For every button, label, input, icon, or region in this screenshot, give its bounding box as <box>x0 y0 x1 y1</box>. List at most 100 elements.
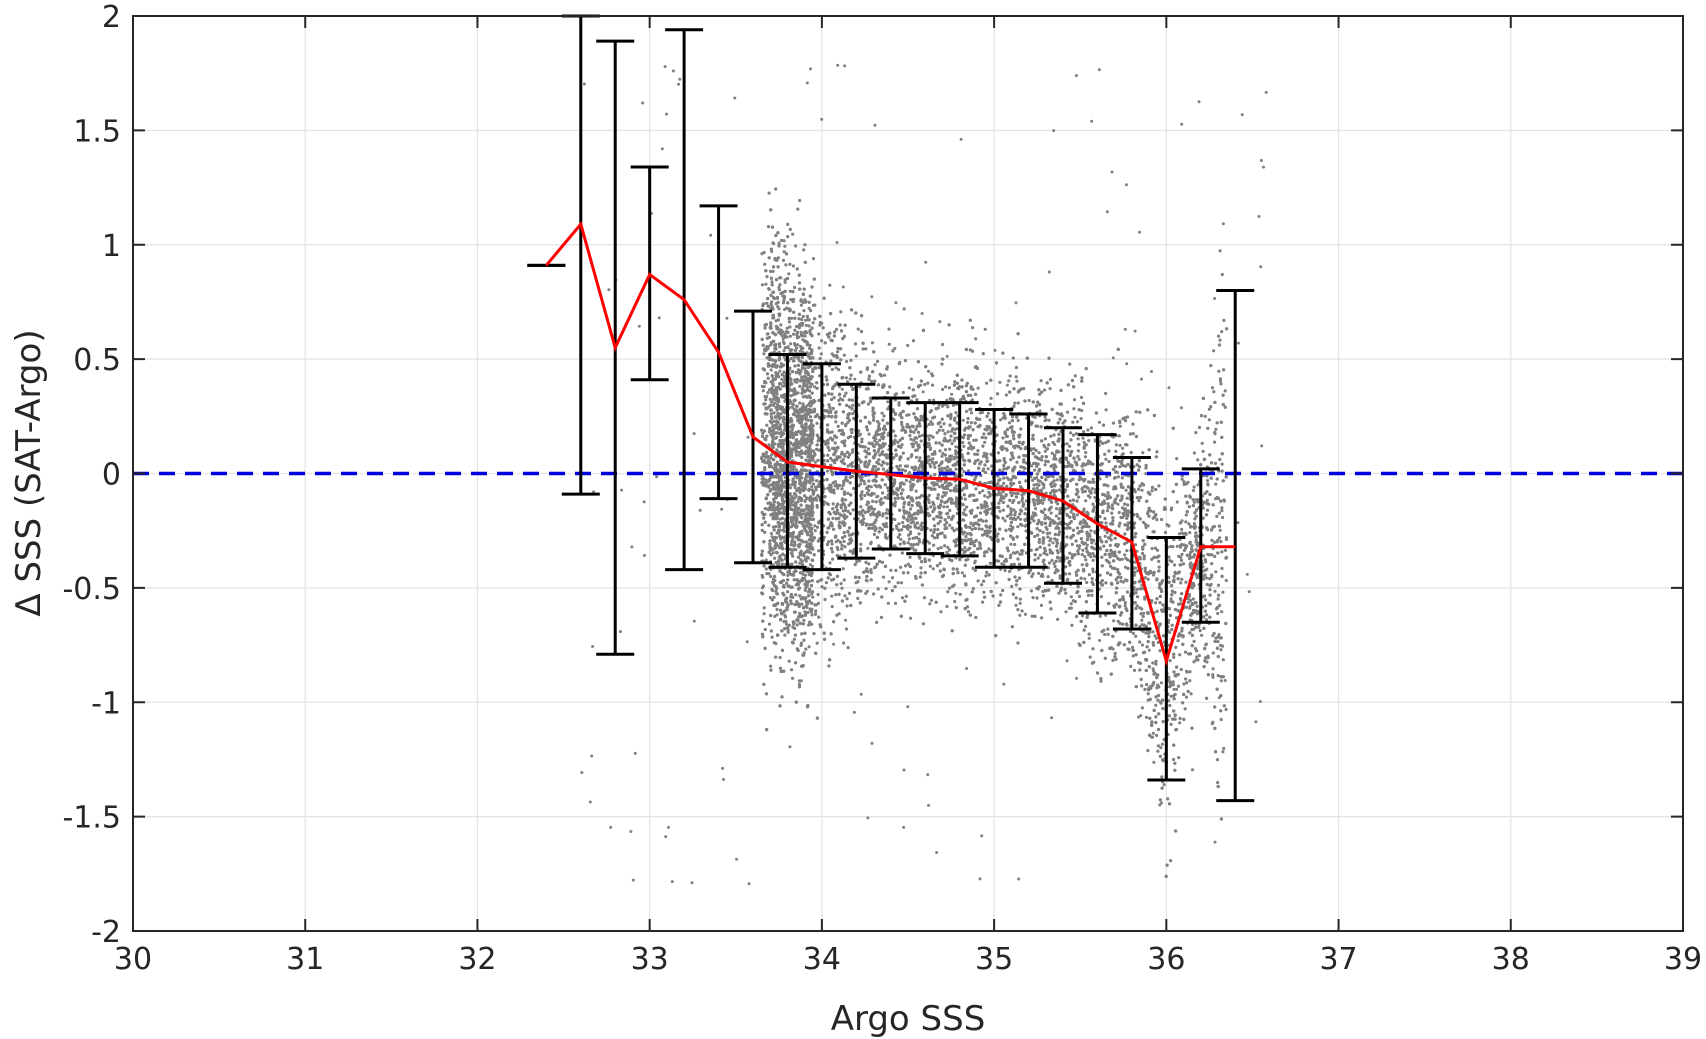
scatter-point <box>1002 481 1006 485</box>
scatter-point <box>1159 681 1163 685</box>
scatter-point <box>1069 431 1073 435</box>
scatter-point <box>1157 565 1161 569</box>
scatter-point <box>857 484 861 488</box>
scatter-point <box>1192 639 1196 644</box>
scatter-point <box>1135 604 1139 608</box>
scatter-point <box>968 348 973 352</box>
scatter-point <box>804 647 808 651</box>
scatter-point <box>760 428 764 432</box>
scatter-point <box>1002 456 1006 461</box>
scatter-point <box>939 610 943 614</box>
scatter-point <box>1049 434 1053 438</box>
scatter-point <box>768 539 772 543</box>
scatter-point <box>1001 516 1005 520</box>
scatter-point <box>809 419 813 423</box>
scatter-point <box>903 464 908 468</box>
scatter-point <box>1068 362 1072 366</box>
scatter-point <box>1081 548 1085 552</box>
scatter-point <box>1204 643 1208 647</box>
scatter-point <box>1134 634 1138 638</box>
scatter-point <box>791 264 796 268</box>
scatter-point <box>1218 338 1222 342</box>
scatter-point <box>1064 488 1068 492</box>
scatter-point <box>1150 489 1154 493</box>
scatter-point <box>775 460 779 464</box>
scatter-point <box>1069 510 1073 514</box>
scatter-point <box>1085 580 1089 585</box>
scatter-point <box>843 594 847 598</box>
scatter-point <box>1214 482 1218 486</box>
scatter-point <box>909 616 913 620</box>
scatter-point <box>843 534 847 538</box>
scatter-point <box>1058 488 1062 492</box>
scatter-point <box>768 269 773 273</box>
scatter-point <box>931 510 935 514</box>
scatter-point <box>1155 733 1159 738</box>
scatter-point <box>786 590 790 594</box>
scatter-point <box>1043 507 1047 511</box>
scatter-point <box>788 227 792 231</box>
scatter-point <box>816 580 820 584</box>
scatter-point <box>778 554 782 558</box>
scatter-point <box>817 366 821 370</box>
scatter-point <box>955 527 959 531</box>
scatter-point <box>770 249 774 253</box>
scatter-point <box>1069 602 1073 606</box>
scatter-point <box>880 463 884 467</box>
scatter-point <box>831 502 835 506</box>
scatter-point <box>1125 549 1129 553</box>
scatter-point <box>1020 609 1024 613</box>
scatter-point <box>1064 610 1068 614</box>
scatter-point <box>1219 717 1223 722</box>
scatter-point <box>791 554 795 558</box>
scatter-point <box>789 356 793 361</box>
scatter-point <box>1216 640 1220 644</box>
scatter-point <box>869 379 874 383</box>
scatter-point <box>876 587 880 591</box>
scatter-point <box>1048 377 1052 381</box>
scatter-point <box>1023 612 1027 616</box>
scatter-point <box>1152 760 1156 764</box>
scatter-point <box>982 554 987 558</box>
scatter-point <box>965 409 969 413</box>
scatter-point <box>806 590 810 594</box>
scatter-point <box>974 615 978 620</box>
scatter-point <box>1037 571 1041 576</box>
scatter-point <box>1009 510 1013 514</box>
scatter-point <box>1083 455 1087 459</box>
scatter-point <box>856 596 860 601</box>
scatter-point <box>1223 389 1227 393</box>
scatter-point <box>896 581 900 585</box>
scatter-point <box>815 447 819 451</box>
scatter-point <box>860 490 864 494</box>
scatter-point <box>1157 559 1161 564</box>
scatter-point <box>1154 601 1158 605</box>
scatter-point <box>823 597 827 602</box>
scatter-point <box>774 525 778 529</box>
scatter-point <box>818 357 822 361</box>
scatter-point <box>805 555 810 559</box>
scatter-point <box>1124 488 1128 492</box>
scatter-point <box>884 587 888 591</box>
scatter-point <box>896 535 900 539</box>
scatter-point <box>1080 408 1084 413</box>
scatter-point <box>768 397 772 401</box>
scatter-point <box>941 451 945 456</box>
scatter-point <box>1217 511 1221 515</box>
scatter-point <box>780 377 784 381</box>
scatter-point <box>870 341 875 345</box>
scatter-point <box>1150 546 1154 551</box>
scatter-point <box>1075 614 1079 619</box>
scatter-point <box>1189 561 1193 565</box>
scatter-point <box>961 440 965 445</box>
scatter-point <box>815 479 819 483</box>
scatter-point <box>807 324 811 328</box>
scatter-point <box>1144 715 1148 720</box>
scatter-point <box>789 599 793 603</box>
scatter-point <box>881 491 885 495</box>
scatter-point <box>789 602 794 606</box>
scatter-point <box>893 434 898 438</box>
scatter-point <box>1084 558 1088 562</box>
scatter-point <box>819 352 823 356</box>
scatter-point <box>1047 418 1051 422</box>
